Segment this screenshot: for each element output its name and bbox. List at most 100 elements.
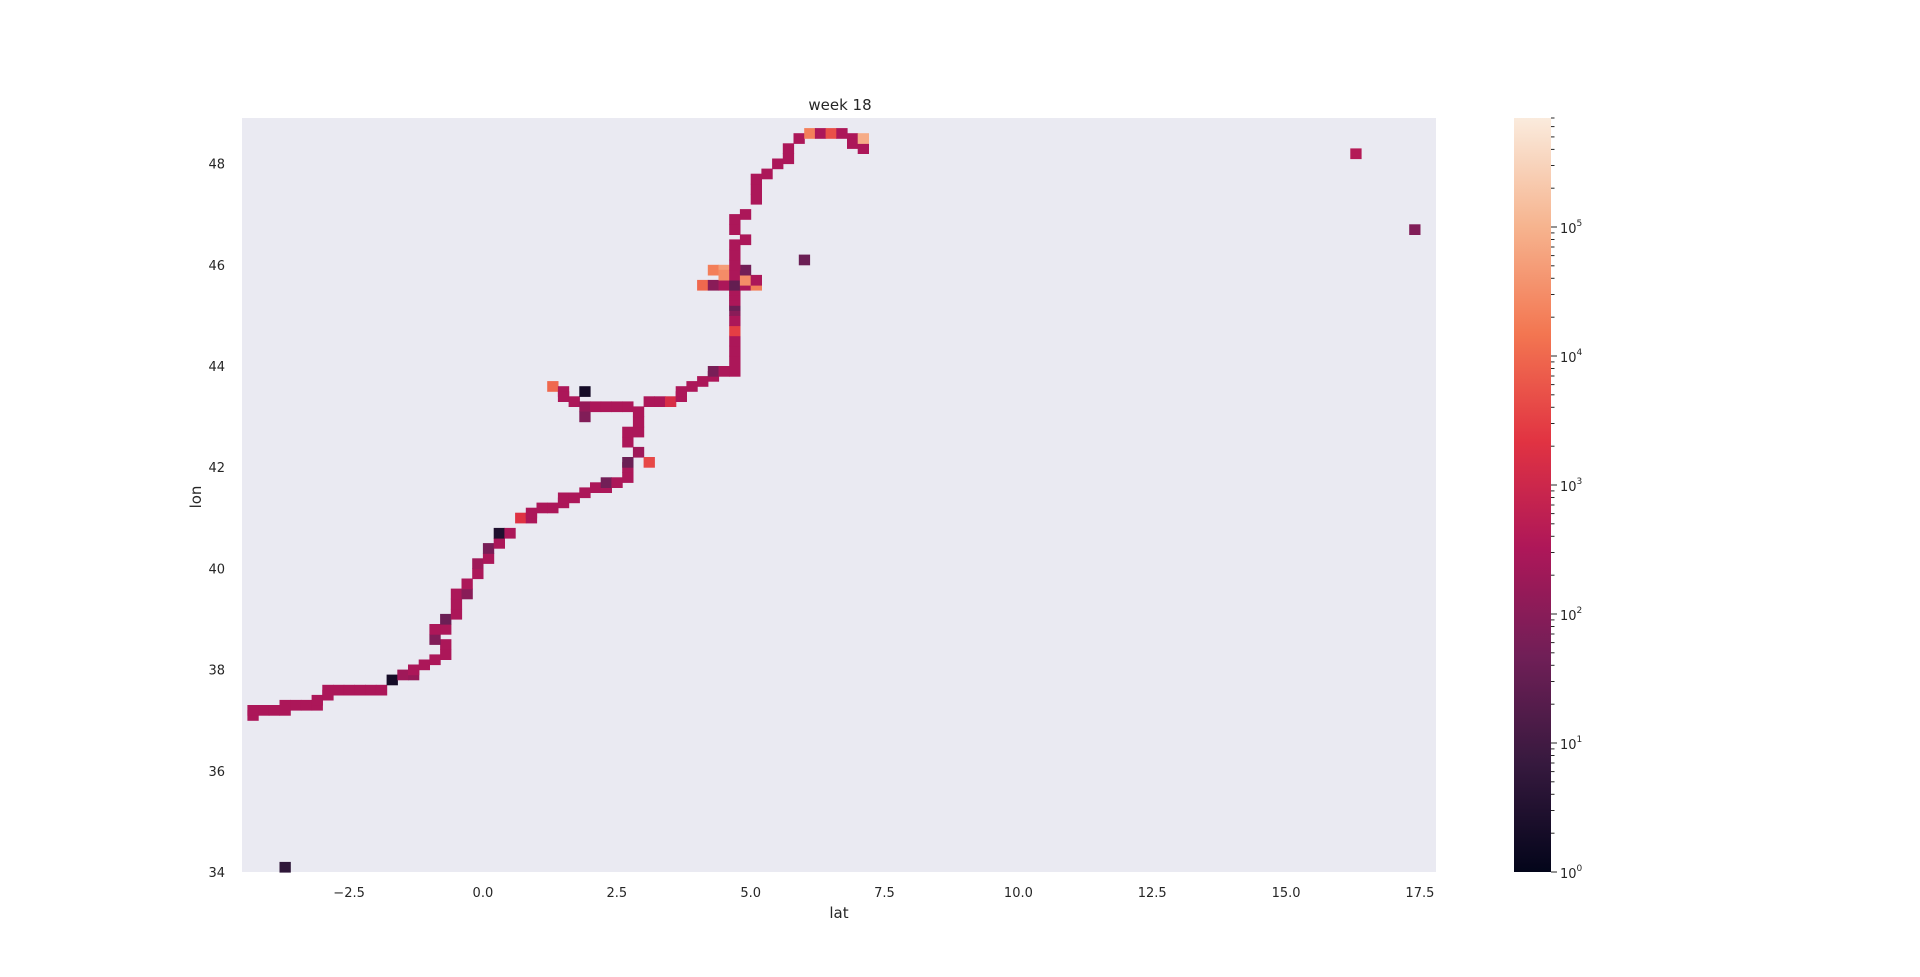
heatmap-cell	[622, 457, 634, 468]
heatmap-cell	[718, 269, 730, 281]
heatmap-cell	[268, 705, 281, 716]
heatmap-cell	[782, 143, 795, 154]
heatmap-cell	[857, 143, 869, 154]
heatmap-cell	[804, 128, 816, 139]
y-tick-label: 34	[208, 866, 225, 881]
heatmap-cell	[343, 684, 355, 696]
heatmap-cell	[525, 507, 538, 519]
heatmap-cell	[739, 209, 752, 220]
heatmap-cell	[632, 416, 645, 428]
heatmap-cell	[654, 396, 666, 407]
y-tick-label: 40	[208, 562, 225, 577]
heatmap-cell	[600, 477, 612, 488]
heatmap-cell	[729, 325, 741, 337]
heatmap-cell	[579, 386, 591, 397]
heatmap-cell	[429, 654, 441, 666]
colorbar-tick-label: 102	[1560, 606, 1582, 624]
heatmap-cell	[729, 259, 741, 271]
heatmap-cell	[675, 386, 687, 397]
heatmap-cell	[718, 279, 730, 291]
heatmap-cell	[590, 401, 602, 413]
heatmap-cell	[386, 674, 398, 686]
heatmap-cell	[632, 446, 645, 458]
heatmap-cell	[440, 649, 452, 660]
heatmap-cell	[697, 279, 709, 291]
heatmap-cell	[568, 492, 580, 504]
heatmap-cell	[782, 153, 795, 165]
heatmap-cell	[450, 608, 463, 620]
heatmap-cell	[739, 234, 752, 246]
heatmap-cell	[290, 699, 302, 711]
heatmap-cell	[322, 684, 334, 696]
heatmap-cell	[247, 705, 259, 716]
x-tick-label: 15.0	[1272, 886, 1301, 901]
colorbar-tick-label: 105	[1560, 219, 1582, 237]
heatmap-cell	[632, 426, 645, 438]
heatmap-cell	[729, 239, 741, 251]
y-tick-label: 46	[208, 259, 225, 274]
x-tick-label: 12.5	[1138, 886, 1167, 901]
x-tick-label: 5.0	[740, 886, 761, 901]
heatmap-cell	[397, 669, 409, 681]
heatmap-cell	[418, 659, 430, 671]
heatmap-cell	[729, 366, 741, 377]
heatmap-cell	[440, 613, 452, 625]
heatmap-cell	[814, 128, 827, 139]
x-tick-label: −2.5	[333, 886, 365, 901]
heatmap-cell	[547, 381, 559, 392]
heatmap-cell	[279, 861, 291, 873]
colorbar	[1514, 118, 1551, 872]
heatmap-cell	[354, 684, 366, 696]
chart-title: week 18	[808, 96, 871, 114]
heatmap-cell	[375, 684, 388, 696]
heatmap-cell	[493, 538, 505, 549]
heatmap-cell	[707, 279, 720, 291]
heatmap-cell	[461, 588, 473, 600]
heatmap-cell	[750, 183, 762, 195]
heatmap-cell	[429, 624, 441, 635]
heatmap-cell	[568, 396, 580, 407]
heatmap-cell	[600, 401, 612, 413]
heatmap-cells	[247, 128, 1421, 873]
heatmap-cell	[258, 705, 270, 716]
x-tick-label: 17.5	[1405, 886, 1434, 901]
heatmap-cell	[739, 274, 752, 286]
y-tick-label: 42	[208, 461, 225, 476]
heatmap-cell	[450, 598, 463, 610]
heatmap-cell	[729, 315, 741, 327]
y-tick-label: 38	[208, 664, 225, 679]
heatmap-cell	[707, 366, 720, 377]
heatmap-cell	[750, 173, 762, 185]
heatmap-cell	[622, 472, 634, 483]
heatmap-cell	[622, 436, 634, 448]
heatmap-cell	[622, 426, 634, 438]
heatmap-cell	[718, 366, 730, 377]
heatmap-cell	[729, 214, 741, 225]
heatmap-cell	[750, 193, 762, 205]
heatmap-cell	[611, 477, 623, 488]
heatmap-cell	[493, 527, 505, 539]
heatmap-cell	[707, 264, 720, 276]
heatmap-cell	[547, 502, 559, 514]
heatmap-cell	[590, 482, 602, 493]
y-tick-label: 44	[208, 360, 225, 375]
heatmap-cell	[579, 401, 591, 413]
colorbar-tick-label: 101	[1560, 735, 1582, 753]
heatmap-cell	[504, 527, 516, 539]
heatmap-cell	[440, 624, 452, 635]
heatmap-cell	[579, 411, 591, 423]
heatmap-cell	[461, 578, 473, 590]
heatmap-cell	[536, 502, 548, 514]
heatmap-cell	[311, 694, 323, 706]
heatmap-cell	[333, 684, 345, 696]
y-axis-ticks: 34 36 38 40 42 44 46 48	[208, 158, 225, 882]
heatmap-cell	[611, 401, 623, 413]
x-tick-label: 2.5	[606, 886, 627, 901]
heatmap-cell	[750, 274, 762, 286]
heatmap-cell	[440, 639, 452, 650]
x-tick-label: 7.5	[874, 886, 895, 901]
x-axis-label: lat	[829, 904, 848, 922]
heatmap-cell	[761, 168, 773, 180]
heatmap-cell	[482, 543, 495, 554]
heatmap-cell	[686, 381, 698, 392]
